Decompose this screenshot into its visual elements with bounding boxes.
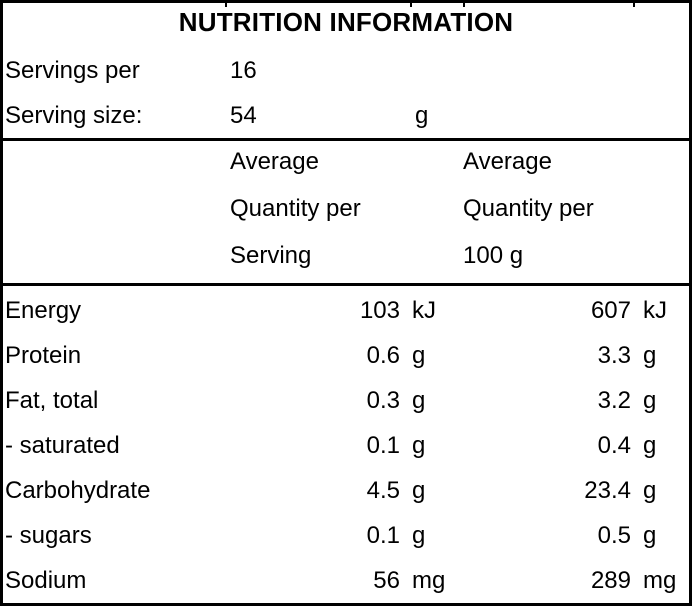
table-row: Fat, total 0.3 g 3.2 g [3, 378, 689, 423]
per-100g-value: 0.5 [597, 521, 631, 549]
nutrient-label: Fat, total [5, 386, 99, 414]
per-serving-unit: g [412, 476, 426, 504]
table-row: Protein 0.6 g 3.3 g [3, 333, 689, 378]
per-100g-value: 23.4 [584, 476, 631, 504]
per-serving-unit: g [412, 431, 426, 459]
nutrient-label: - sugars [5, 521, 92, 549]
section-divider [3, 138, 689, 141]
per-100g-unit: g [643, 386, 657, 414]
per-100g-header-line-1: Average [463, 148, 552, 175]
table-row: Carbohydrate 4.5 g 23.4 g [3, 468, 689, 513]
per-serving-header-line-1: Average [230, 148, 319, 175]
per-serving-header-line-2: Quantity per [230, 195, 361, 222]
per-serving-value: 0.1 [366, 521, 400, 549]
table-gridline-tick [225, 3, 227, 7]
nutrient-label: Energy [5, 296, 82, 324]
per-100g-value: 289 [590, 566, 631, 594]
per-serving-unit: mg [412, 566, 446, 594]
table-gridline-tick [463, 3, 465, 7]
table-row: Energy 103 kJ 607 kJ [3, 288, 689, 333]
table-gridline-tick [633, 3, 635, 7]
table-row: Sodium 56 mg 289 mg [3, 558, 689, 603]
serving-size-unit: g [415, 102, 429, 129]
per-100g-value: 3.3 [597, 341, 631, 369]
per-100g-header-line-2: Quantity per [463, 195, 594, 222]
column-headers-line-2: Quantity per Quantity per [3, 191, 689, 227]
per-100g-unit: g [643, 341, 657, 369]
per-100g-header-line-3: 100 g [463, 242, 524, 269]
table-row: - sugars 0.1 g 0.5 g [3, 513, 689, 558]
per-serving-value: 103 [359, 296, 400, 324]
per-100g-unit: mg [643, 566, 677, 594]
per-100g-unit: kJ [643, 296, 667, 324]
column-headers-line-1: Average Average [3, 144, 689, 180]
servings-per-label: Servings per [5, 57, 140, 84]
per-100g-value: 0.4 [597, 431, 631, 459]
nutrient-table: Energy 103 kJ 607 kJ Protein 0.6 g 3.3 g… [3, 288, 689, 603]
column-headers-line-3: Serving 100 g [3, 238, 689, 274]
serving-size-row: Serving size: 54 g [3, 98, 689, 134]
per-serving-header-line-3: Serving [230, 242, 312, 269]
per-serving-value: 0.6 [366, 341, 400, 369]
per-100g-unit: g [643, 476, 657, 504]
per-serving-value: 0.1 [366, 431, 400, 459]
per-100g-value: 607 [590, 296, 631, 324]
nutrient-label: Protein [5, 341, 82, 369]
nutrient-label: - saturated [5, 431, 120, 459]
nutrient-label: Sodium [5, 566, 87, 594]
per-serving-unit: kJ [412, 296, 436, 324]
nutrient-label: Carbohydrate [5, 476, 151, 504]
per-100g-unit: g [643, 521, 657, 549]
per-serving-unit: g [412, 386, 426, 414]
per-100g-unit: g [643, 431, 657, 459]
per-serving-unit: g [412, 341, 426, 369]
servings-per-row: Servings per 16 [3, 53, 689, 89]
per-100g-value: 3.2 [597, 386, 631, 414]
per-serving-value: 56 [373, 566, 400, 594]
per-serving-value: 4.5 [366, 476, 400, 504]
serving-size-value: 54 [230, 102, 257, 129]
panel-title: NUTRITION INFORMATION [178, 7, 514, 37]
servings-per-value: 16 [230, 57, 257, 84]
serving-size-label: Serving size: [5, 102, 143, 129]
section-divider [3, 283, 689, 286]
table-gridline-tick [410, 3, 412, 7]
per-serving-unit: g [412, 521, 426, 549]
table-row: - saturated 0.1 g 0.4 g [3, 423, 689, 468]
per-serving-value: 0.3 [366, 386, 400, 414]
